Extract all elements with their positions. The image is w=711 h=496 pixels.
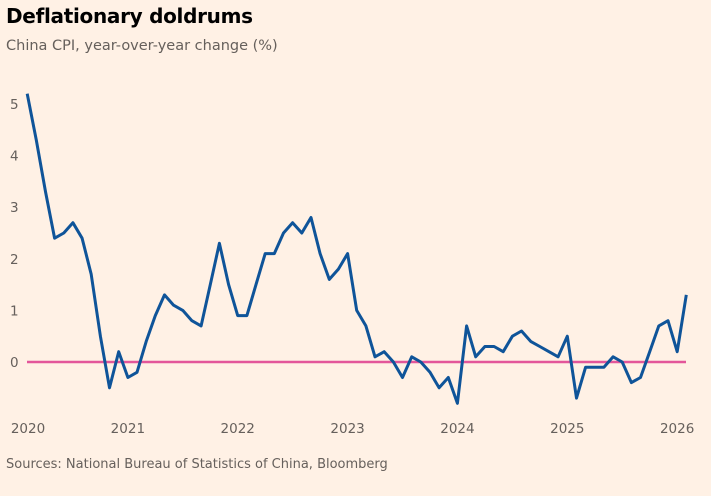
y-tick-label: 5 — [10, 97, 19, 113]
x-tick-label: 2024 — [440, 421, 474, 437]
x-tick-label: 2026 — [660, 421, 694, 437]
chart-subtitle: China CPI, year-over-year change (%) — [6, 38, 278, 54]
y-tick-label: 1 — [10, 303, 19, 319]
cpi-series-line — [25, 93, 688, 405]
y-tick-label: 4 — [10, 149, 19, 165]
chart-title: Deflationary doldrums — [6, 4, 253, 28]
y-tick-label: 2 — [10, 252, 19, 268]
source-note: Sources: National Bureau of Statistics o… — [6, 457, 388, 472]
x-tick-label: 2021 — [111, 421, 145, 437]
x-tick-label: 2022 — [221, 421, 255, 437]
y-tick-label: 0 — [10, 355, 19, 371]
x-tick-label: 2025 — [550, 421, 584, 437]
y-tick-label: 3 — [10, 200, 19, 216]
x-tick-label: 2023 — [330, 421, 364, 437]
x-tick-label: 2020 — [11, 421, 45, 437]
